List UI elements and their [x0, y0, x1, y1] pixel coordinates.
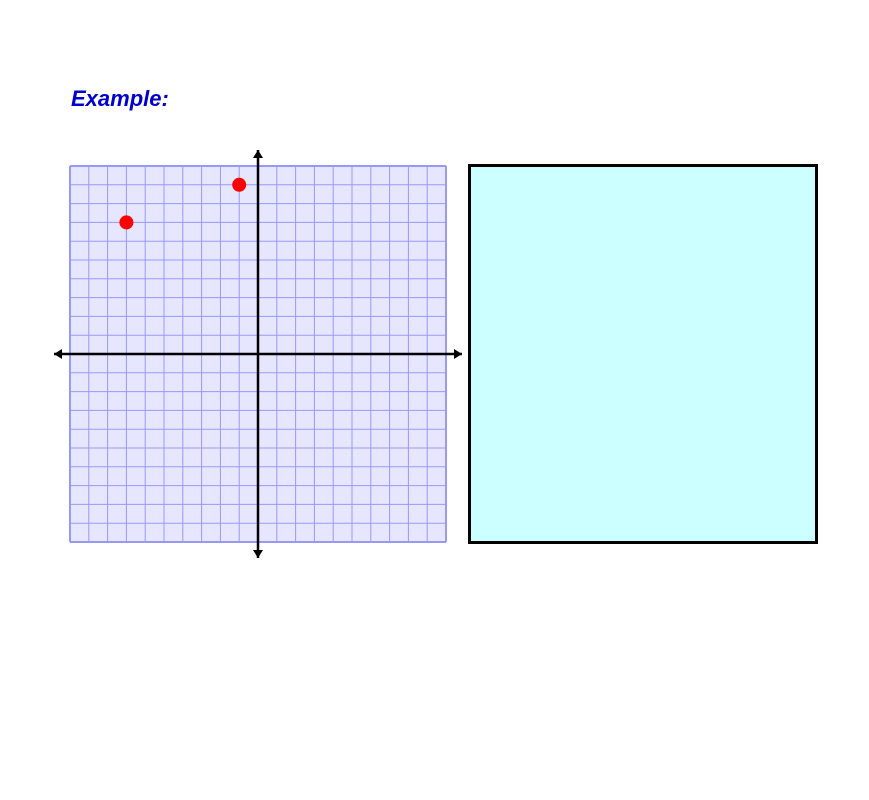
answer-box: [468, 164, 818, 544]
coordinate-grid: [70, 166, 446, 542]
example-title: Example:: [71, 86, 169, 112]
page-root: Example:: [0, 0, 869, 800]
grid-svg: [70, 166, 446, 542]
